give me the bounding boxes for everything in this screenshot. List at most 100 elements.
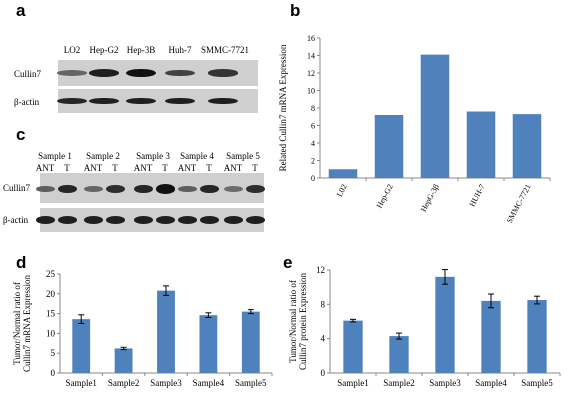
panel-b-x-tick-label: SMMC-7721 xyxy=(505,183,533,225)
panel-a-band xyxy=(208,69,238,77)
panel-b-x-tick-label: L02 xyxy=(335,183,349,199)
panel-b-y-axis-label: Related Cullin7 mRNA Expression xyxy=(278,44,288,171)
panel-a-lane-label: Hep-3B xyxy=(126,45,156,55)
panel-d-bar xyxy=(114,348,133,373)
panel-a-band xyxy=(57,97,87,105)
panel-a-band xyxy=(126,68,156,78)
panel-c-band xyxy=(133,216,153,224)
panel-c-t-label: T xyxy=(64,163,70,173)
panel-e-x-tick-label: Sample4 xyxy=(475,378,507,388)
panel-c-t-label: T xyxy=(252,163,258,173)
panel-b-bar xyxy=(512,114,542,178)
panel-c-row-label: β-actin xyxy=(3,215,29,225)
panel-c-cullin7-blot xyxy=(35,173,265,203)
panel-c-band xyxy=(177,216,197,224)
panel-c-sample-label: Sample 3 xyxy=(136,151,170,161)
panel-e-bar xyxy=(481,300,501,373)
panel-a-band xyxy=(165,69,195,77)
panel-b-bar xyxy=(328,169,358,178)
panel-c-band xyxy=(83,216,103,224)
panel-b-y-tick-label: 2 xyxy=(311,157,315,166)
panel-c-actin-blot xyxy=(35,208,265,232)
panel-a-lane-label: LO2 xyxy=(63,45,81,55)
panel-a-cullin7-blot xyxy=(57,60,258,86)
panel-c-letter: c xyxy=(16,125,26,144)
panel-c-sample-label: Sample 5 xyxy=(226,151,260,161)
panel-b-bar xyxy=(420,54,450,178)
panel-d-letter: d xyxy=(16,253,27,272)
panel-d-y-tick-label: 5 xyxy=(51,348,56,358)
panel-d-x-tick-label: Sample2 xyxy=(108,378,140,388)
panel-e-y-tick-label: 12 xyxy=(316,265,325,275)
panel-d-y-axis-label: Cullin7 mRNA Expression xyxy=(22,275,32,373)
panel-d-bar xyxy=(241,311,260,373)
panel-c-band xyxy=(35,216,55,224)
panel-a-row-label: β-actin xyxy=(14,97,40,107)
panel-e-x-tick-label: Sample1 xyxy=(337,378,369,388)
panel-d-y-tick-label: 25 xyxy=(46,269,56,279)
panel-e-letter: e xyxy=(283,253,293,272)
panel-c-sample-label: Sample 4 xyxy=(180,151,214,161)
panel-c-sample-label: Sample 1 xyxy=(38,151,72,161)
panel-e-x-tick-label: Sample5 xyxy=(521,378,553,388)
panel-c-sample-label: Sample 2 xyxy=(86,151,120,161)
panel-e-bar xyxy=(435,276,455,373)
panel-c-t-label: T xyxy=(112,163,118,173)
panel-c-ant-label: ANT xyxy=(83,163,103,173)
panel-d-bar xyxy=(72,319,91,373)
panel-c-ant-label: ANT xyxy=(223,163,243,173)
panel-b-bar xyxy=(374,115,404,178)
panel-a-band xyxy=(165,97,195,105)
panel-c-band xyxy=(133,184,153,194)
panel-b-y-tick-label: 4 xyxy=(311,139,315,148)
panel-d-y-axis-label: Tumor/Normal ratio of xyxy=(12,282,22,365)
panel-c-ant-label: ANT xyxy=(177,163,197,173)
panel-e-x-tick-label: Sample3 xyxy=(429,378,461,388)
panel-a-row-label: Cullin7 xyxy=(14,69,42,79)
panel-a-lane-label: Hep-G2 xyxy=(89,45,119,55)
panel-e-bar xyxy=(527,300,547,373)
panel-b-bar xyxy=(466,111,496,178)
panel-a-band xyxy=(208,97,238,105)
panel-d-bar xyxy=(199,315,218,373)
panel-c-band xyxy=(245,184,265,194)
panel-c-band xyxy=(199,184,219,194)
panel-b-x-tick-label: HUH-7 xyxy=(468,183,487,208)
panel-c-band xyxy=(155,216,175,224)
panel-b-letter: b xyxy=(290,1,301,20)
panel-a-band xyxy=(89,69,119,77)
panel-e-bar xyxy=(389,336,409,373)
panel-d-x-tick-label: Sample4 xyxy=(193,378,225,388)
panel-a-actin-blot xyxy=(57,89,258,113)
panel-a-band xyxy=(89,97,119,105)
panel-c-band xyxy=(223,185,243,193)
panel-c-band xyxy=(245,216,265,224)
panel-a-band xyxy=(126,97,156,105)
panel-b-y-tick-label: 0 xyxy=(311,174,315,183)
panel-b-chart: 0 2 4 6 8 10 12 14 16 L02 Hep-G2 HepG-3β HUH-7 SMMC-7… xyxy=(278,34,551,225)
panel-d-bar xyxy=(157,290,175,373)
panel-b-y-tick-label: 8 xyxy=(311,104,315,113)
panel-b-x-tick-label: HepG-3β xyxy=(419,183,441,214)
panel-a-band xyxy=(57,70,87,76)
panel-e-y-axis-label: Cullin7 protein Expression xyxy=(298,273,308,370)
panel-c-t-label: T xyxy=(162,163,168,173)
panel-e-chart: 0 4 8 12 Sample1 Sample2 Sample3 Sample4 Sample5… xyxy=(288,265,561,388)
panel-b-y-tick-label: 14 xyxy=(307,52,315,61)
panel-a-letter: a xyxy=(16,1,26,20)
panel-d-y-tick-label: 0 xyxy=(51,368,56,378)
panel-b-y-tick-label: 10 xyxy=(307,87,315,96)
panel-c-band xyxy=(155,184,175,194)
panel-e-x-tick-label: Sample2 xyxy=(383,378,415,388)
panel-c-band xyxy=(105,216,125,224)
panel-e-y-tick-label: 4 xyxy=(321,334,326,344)
panel-c-band xyxy=(199,216,219,224)
panel-d-y-tick-label: 20 xyxy=(46,289,56,299)
panel-d-x-tick-label: Sample5 xyxy=(235,378,267,388)
panel-d-chart: 0 5 10 15 20 25 Sample1 Sample2 Sample3 Sample4 Sa… xyxy=(12,269,273,388)
panel-a-lane-label: SMMC-7721 xyxy=(201,45,250,55)
panel-c-band xyxy=(35,185,55,193)
panel-c-t-label: T xyxy=(206,163,212,173)
panel-b-y-tick-label: 6 xyxy=(311,122,315,131)
panel-c-band xyxy=(105,184,125,194)
